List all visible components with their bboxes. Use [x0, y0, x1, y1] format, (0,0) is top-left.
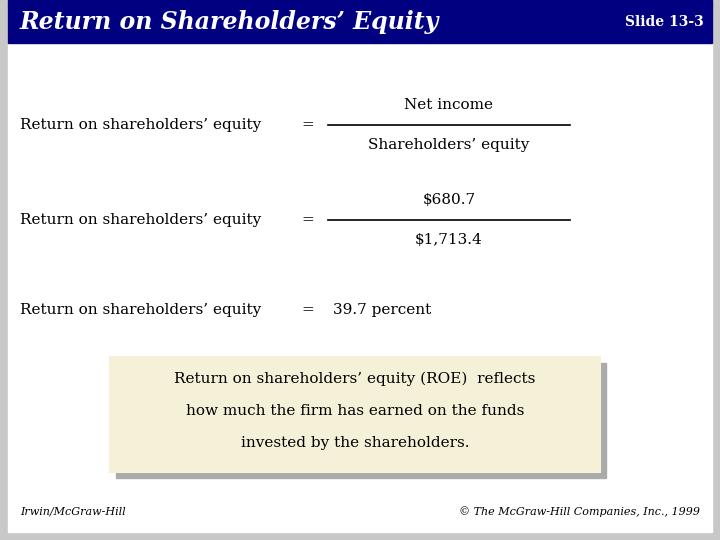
Text: how much the firm has earned on the funds: how much the firm has earned on the fund…	[186, 404, 524, 418]
Text: Slide 13-3: Slide 13-3	[625, 15, 704, 29]
Text: =: =	[302, 213, 315, 227]
Text: =: =	[302, 118, 315, 132]
Text: Shareholders’ equity: Shareholders’ equity	[369, 138, 530, 152]
Text: Return on shareholders’ equity: Return on shareholders’ equity	[20, 303, 261, 317]
Text: © The McGraw-Hill Companies, Inc., 1999: © The McGraw-Hill Companies, Inc., 1999	[459, 507, 700, 517]
Text: Return on shareholders’ equity: Return on shareholders’ equity	[20, 213, 261, 227]
Text: Return on shareholders’ equity (ROE)  reflects: Return on shareholders’ equity (ROE) ref…	[174, 372, 536, 386]
Text: Net income: Net income	[405, 98, 493, 112]
Text: =: =	[302, 303, 315, 317]
Bar	[110, 357, 600, 472]
Bar	[116, 363, 606, 478]
Bar	[8, 0, 712, 43]
Text: Return on Shareholders’ Equity: Return on Shareholders’ Equity	[20, 10, 439, 34]
Text: $1,713.4: $1,713.4	[415, 233, 483, 247]
Text: invested by the shareholders.: invested by the shareholders.	[240, 436, 469, 450]
Text: Irwin/McGraw-Hill: Irwin/McGraw-Hill	[20, 507, 125, 517]
Bar	[110, 357, 600, 472]
Text: Return on shareholders’ equity: Return on shareholders’ equity	[20, 118, 261, 132]
Text: 39.7 percent: 39.7 percent	[333, 303, 431, 317]
Text: $680.7: $680.7	[423, 193, 476, 207]
